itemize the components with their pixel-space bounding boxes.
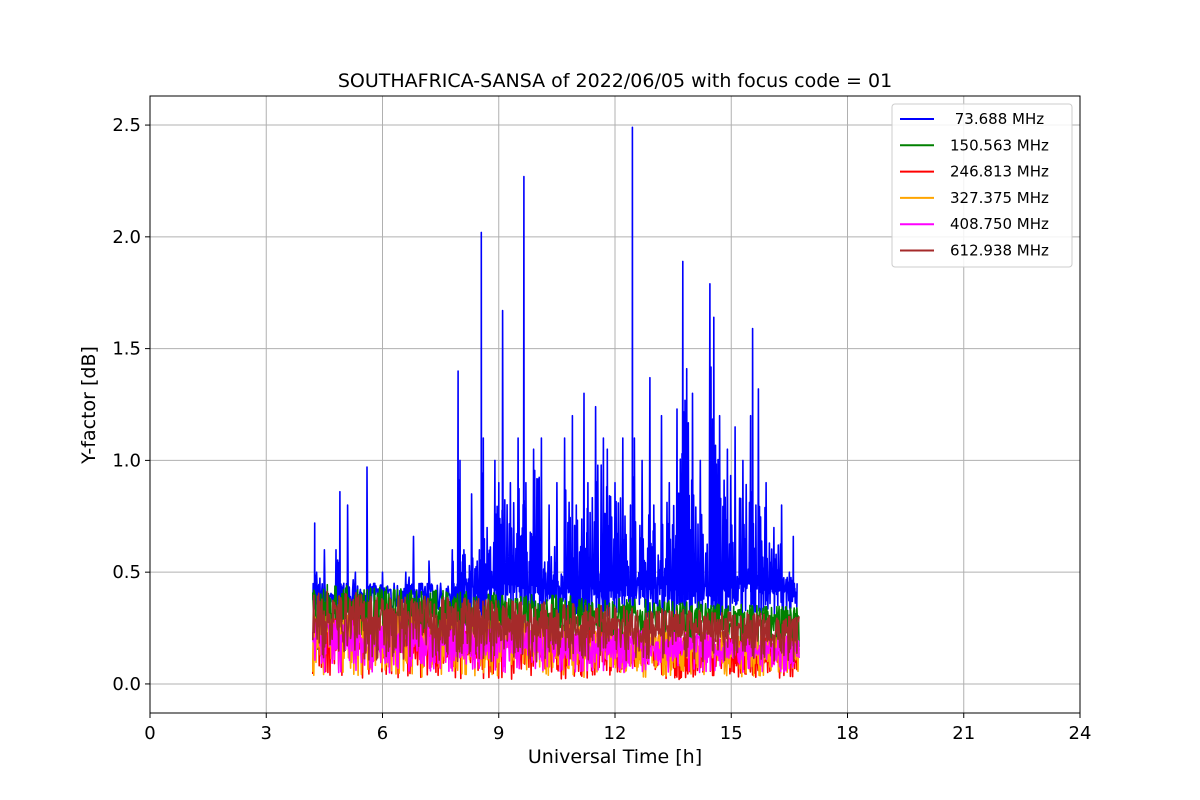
legend-label: 408.750 MHz	[950, 215, 1049, 233]
legend-label: 612.938 MHz	[950, 242, 1049, 260]
chart-title: SOUTHAFRICA-SANSA of 2022/06/05 with foc…	[338, 70, 892, 92]
y-tick-label: 2.5	[112, 115, 141, 136]
y-axis-label: Y-factor [dB]	[78, 346, 100, 465]
y-tick-label: 2.0	[112, 227, 141, 248]
y-tick-label: 1.0	[112, 450, 141, 471]
x-tick-label: 3	[261, 723, 272, 744]
x-tick-label: 6	[377, 723, 388, 744]
y-tick-label: 1.5	[112, 339, 141, 360]
x-tick-label: 18	[836, 723, 859, 744]
legend-box	[891, 103, 1073, 268]
x-axis-label: Universal Time [h]	[528, 746, 702, 768]
legend: 73.688 MHz 150.563 MHz 246.813 MHz 327.375 …	[891, 103, 1073, 268]
legend-label: 150.563 MHz	[950, 136, 1049, 154]
x-tick-label: 24	[1069, 723, 1092, 744]
x-tick-label: 12	[604, 723, 627, 744]
x-tick-label: 15	[720, 723, 743, 744]
x-tick-label: 9	[493, 723, 504, 744]
series-line-5	[312, 590, 800, 663]
y-tick-label: 0.5	[112, 562, 141, 583]
y-axis: 0.0 0.5 1.0 1.5 2.0 2.5	[112, 115, 150, 695]
y-tick-label: 0.0	[112, 674, 141, 695]
legend-label: 246.813 MHz	[950, 163, 1049, 181]
plot-series	[312, 126, 800, 681]
x-tick-label: 0	[144, 723, 155, 744]
legend-label: 73.688 MHz	[950, 110, 1044, 128]
x-tick-label: 21	[952, 723, 975, 744]
series-line-0	[312, 126, 798, 618]
x-axis: 0 3 6 9 12 15 18 21 24	[144, 713, 1091, 744]
legend-label: 327.375 MHz	[950, 189, 1049, 207]
